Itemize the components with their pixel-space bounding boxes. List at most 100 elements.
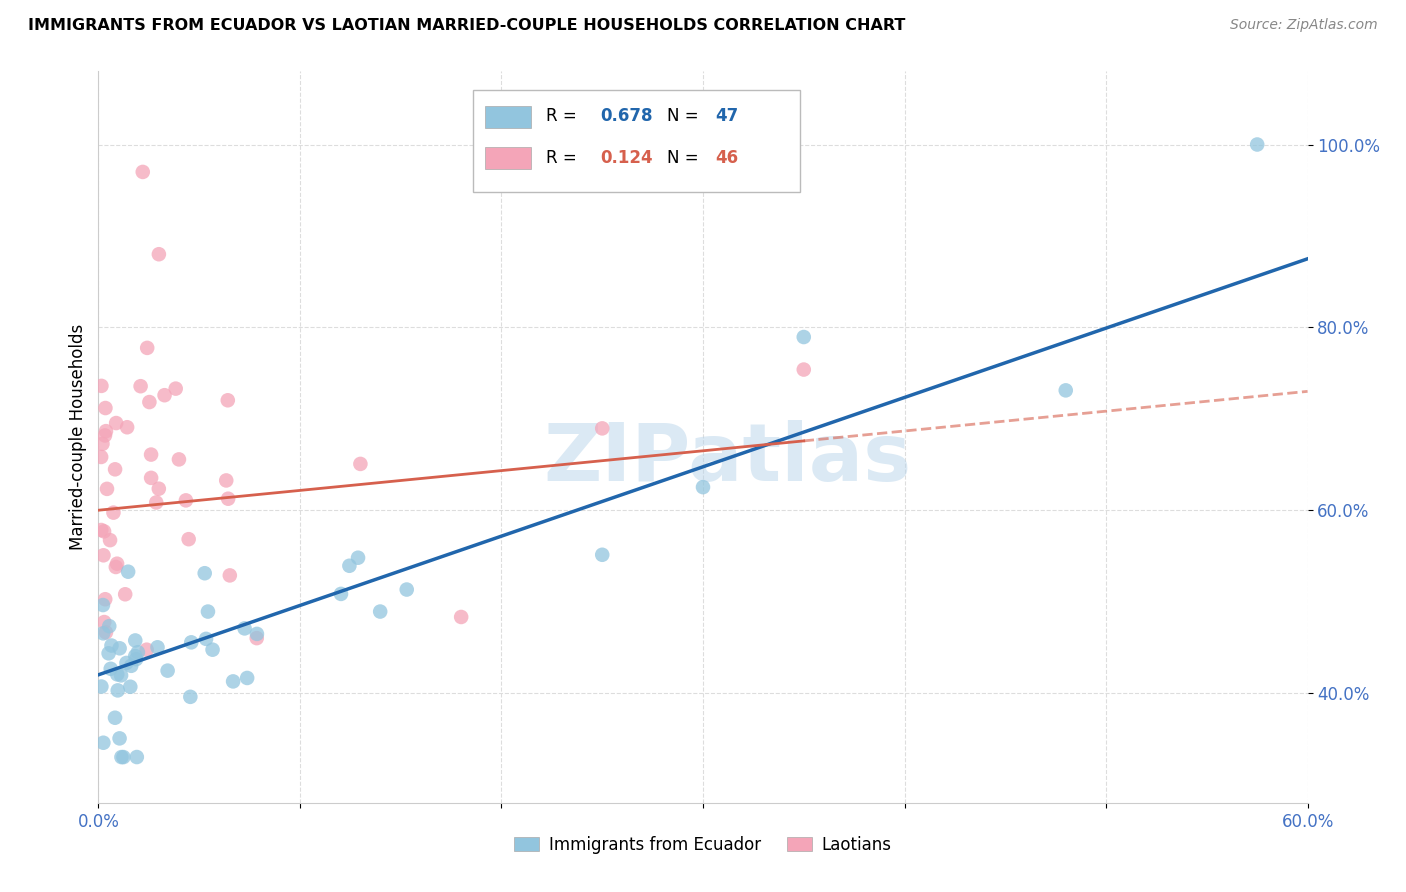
Text: 0.124: 0.124: [600, 149, 652, 167]
Text: 0.678: 0.678: [600, 107, 652, 125]
Point: [139, 448, 162, 462]
Point: [98, 533, 121, 548]
Point: [93, 736, 115, 750]
Point: [91, 626, 114, 640]
Point: [236, 671, 259, 685]
Point: [195, 632, 218, 646]
Point: [110, 750, 132, 764]
Point: [201, 642, 224, 657]
Point: [591, 548, 613, 562]
Text: N =: N =: [666, 149, 703, 167]
Point: [127, 645, 149, 659]
Point: [139, 471, 162, 485]
Point: [793, 362, 815, 376]
Point: [90, 523, 112, 537]
Point: [98, 619, 121, 633]
Point: [107, 683, 129, 698]
Point: [135, 642, 157, 657]
Text: N =: N =: [666, 107, 703, 125]
Point: [104, 560, 127, 574]
Point: [174, 493, 197, 508]
Point: [136, 341, 159, 355]
Point: [115, 420, 138, 434]
Point: [124, 633, 146, 648]
Point: [217, 393, 239, 408]
Point: [104, 462, 127, 476]
Point: [105, 416, 128, 430]
Point: [90, 680, 112, 694]
Point: [91, 437, 114, 451]
Point: [692, 480, 714, 494]
Point: [217, 491, 239, 506]
Point: [105, 667, 128, 681]
Point: [368, 605, 391, 619]
Point: [349, 457, 371, 471]
Point: [108, 731, 131, 746]
Point: [153, 388, 176, 402]
Point: [148, 482, 170, 496]
Point: [180, 635, 202, 649]
Point: [222, 674, 245, 689]
Point: [197, 605, 219, 619]
Point: [167, 452, 190, 467]
Point: [125, 750, 148, 764]
Point: [165, 382, 187, 396]
Point: [108, 641, 131, 656]
Point: [96, 482, 118, 496]
Point: [330, 587, 353, 601]
Point: [90, 379, 112, 393]
Point: [120, 680, 142, 694]
Point: [117, 565, 139, 579]
Point: [114, 587, 136, 601]
FancyBboxPatch shape: [485, 106, 531, 128]
Point: [93, 615, 115, 629]
Point: [246, 627, 269, 641]
Text: ZIPatlas: ZIPatlas: [543, 420, 911, 498]
Point: [90, 450, 112, 464]
Point: [93, 524, 115, 539]
Point: [124, 648, 146, 663]
Point: [145, 495, 167, 509]
Point: [112, 750, 135, 764]
Point: [104, 711, 127, 725]
Point: [94, 592, 117, 607]
Legend: Immigrants from Ecuador, Laotians: Immigrants from Ecuador, Laotians: [508, 829, 898, 860]
Point: [94, 401, 117, 415]
Point: [347, 550, 370, 565]
Point: [94, 424, 117, 438]
Point: [91, 598, 114, 612]
Point: [94, 428, 117, 442]
Point: [208, 851, 231, 865]
Text: R =: R =: [546, 149, 582, 167]
Point: [138, 395, 160, 409]
Text: R =: R =: [546, 107, 582, 125]
Point: [125, 652, 148, 666]
Point: [233, 621, 256, 635]
Point: [115, 656, 138, 670]
Point: [591, 421, 613, 435]
Point: [100, 639, 122, 653]
Point: [395, 582, 418, 597]
Point: [179, 690, 201, 704]
Point: [110, 668, 132, 682]
Text: Source: ZipAtlas.com: Source: ZipAtlas.com: [1230, 18, 1378, 32]
Y-axis label: Married-couple Households: Married-couple Households: [69, 324, 87, 550]
Point: [100, 662, 122, 676]
Point: [148, 247, 170, 261]
Point: [218, 568, 240, 582]
Point: [105, 557, 128, 571]
Point: [793, 330, 815, 344]
Point: [120, 658, 142, 673]
Point: [97, 646, 120, 660]
Point: [1054, 384, 1077, 398]
Point: [215, 474, 238, 488]
Point: [177, 532, 200, 546]
Text: IMMIGRANTS FROM ECUADOR VS LAOTIAN MARRIED-COUPLE HOUSEHOLDS CORRELATION CHART: IMMIGRANTS FROM ECUADOR VS LAOTIAN MARRI…: [28, 18, 905, 33]
Point: [129, 379, 152, 393]
Text: 47: 47: [716, 107, 738, 125]
Point: [246, 631, 269, 645]
Point: [146, 640, 169, 655]
Point: [93, 549, 115, 563]
Point: [1246, 137, 1268, 152]
FancyBboxPatch shape: [474, 90, 800, 192]
